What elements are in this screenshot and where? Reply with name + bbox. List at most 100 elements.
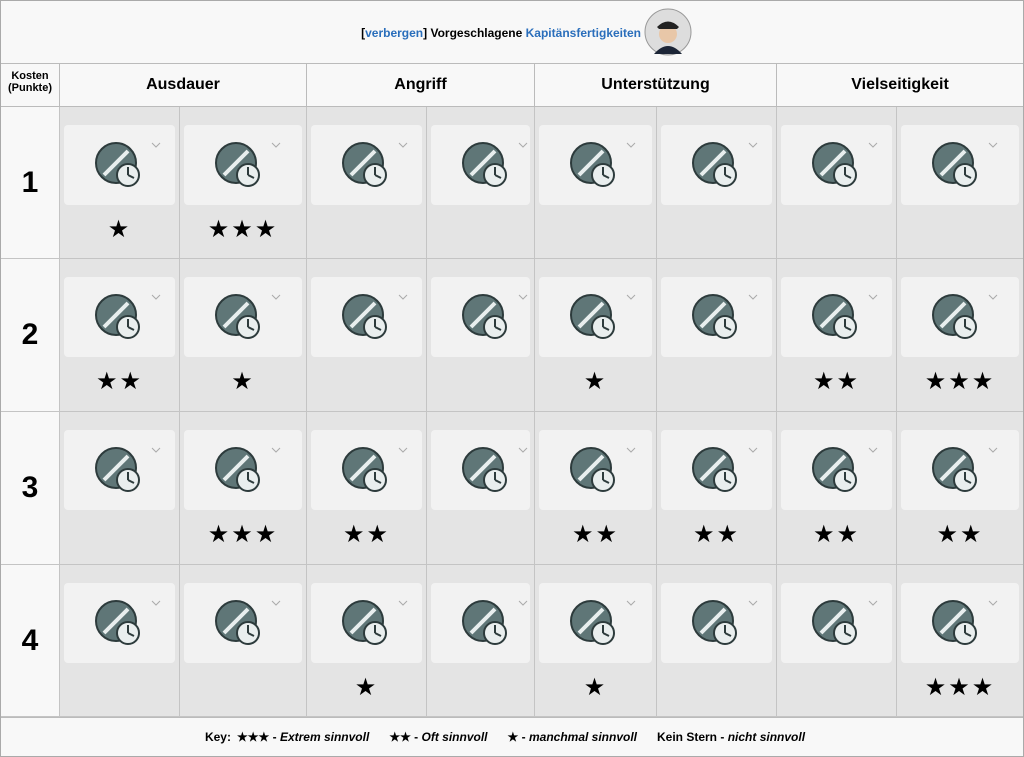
- skill-cell: ★★: [59, 259, 179, 412]
- skill-icon[interactable]: [431, 583, 530, 663]
- key-item: ★ - manchmal sinnvoll: [508, 730, 637, 744]
- skill-cell: ★: [59, 107, 179, 259]
- skill-card: [901, 277, 1019, 357]
- skill-cell: [59, 412, 179, 565]
- skill-cell: ★★★: [896, 259, 1023, 412]
- rating-stars: ★: [583, 368, 608, 395]
- key-symbol: ★: [507, 730, 519, 744]
- skill-card: [781, 277, 892, 357]
- skill-icon[interactable]: [311, 125, 422, 205]
- skill-card: [431, 430, 530, 510]
- key-symbol: ★★★: [236, 730, 270, 744]
- skill-icon[interactable]: [539, 430, 652, 510]
- skill-cell: [306, 107, 426, 259]
- skill-card: [539, 430, 652, 510]
- skill-icon[interactable]: [184, 583, 302, 663]
- rating-stars: ★★★: [924, 674, 996, 701]
- skill-icon[interactable]: [539, 277, 652, 357]
- skill-cell: [59, 565, 179, 717]
- skill-icon[interactable]: [661, 430, 772, 510]
- skill-icon[interactable]: [661, 583, 772, 663]
- key-item: ★★★ - Extrem sinnvoll: [237, 730, 369, 744]
- toggle-link[interactable]: verbergen: [365, 25, 424, 40]
- rating-stars: ★★★: [207, 216, 279, 243]
- skill-icon[interactable]: [539, 583, 652, 663]
- skill-cell: [179, 565, 306, 717]
- cost-header: Kosten (Punkte): [1, 64, 59, 107]
- skill-icon[interactable]: [311, 277, 422, 357]
- skill-card: [901, 125, 1019, 205]
- skill-cell: [656, 259, 776, 412]
- skill-card: [64, 277, 175, 357]
- skill-icon[interactable]: [311, 583, 422, 663]
- skill-cell: [426, 107, 534, 259]
- skill-cell: ★★: [896, 412, 1023, 565]
- skill-icon[interactable]: [311, 430, 422, 510]
- skill-card: [901, 583, 1019, 663]
- skill-cell: ★★: [776, 259, 896, 412]
- skill-icon[interactable]: [64, 277, 175, 357]
- cost: 3: [1, 412, 59, 565]
- skill-icon[interactable]: [781, 277, 892, 357]
- skill-icon[interactable]: [64, 125, 175, 205]
- skill-card: [781, 125, 892, 205]
- skill-icon[interactable]: [661, 277, 772, 357]
- rating-stars: ★★: [95, 368, 144, 395]
- skill-cell: [776, 107, 896, 259]
- skill-icon[interactable]: [901, 583, 1019, 663]
- cost: 2: [1, 259, 59, 412]
- avatar: [644, 8, 692, 56]
- skill-icon[interactable]: [661, 125, 772, 205]
- skill-icon[interactable]: [64, 430, 175, 510]
- rating-stars: ★★: [571, 521, 620, 548]
- key-label: Key:: [204, 730, 231, 744]
- skill-card: [661, 583, 772, 663]
- skill-cell: ★★★: [179, 107, 306, 259]
- rating-stars: ★: [107, 216, 132, 243]
- group-header: Angriff: [306, 64, 534, 107]
- skill-icon[interactable]: [901, 430, 1019, 510]
- bracket: [: [361, 25, 366, 40]
- key-text: Extrem sinnvoll: [279, 730, 370, 744]
- skill-icon[interactable]: [539, 125, 652, 205]
- key: Key: ★★★ - Extrem sinnvoll ★★ - Oft sinnvo…: [1, 717, 1023, 756]
- skill-card: [184, 277, 302, 357]
- header-text: [verbergen] Vorgeschlagene Kapitänsferti…: [1, 1, 641, 64]
- key-symbol: ★★: [389, 730, 411, 744]
- skills-link[interactable]: Kapitänsfertigkeiten: [525, 25, 641, 40]
- skill-icon[interactable]: [781, 583, 892, 663]
- skill-icon[interactable]: [901, 125, 1019, 205]
- header: [verbergen] Vorgeschlagene Kapitänsferti…: [1, 1, 1023, 64]
- skill-icon[interactable]: [431, 277, 530, 357]
- skill-card: [184, 125, 302, 205]
- skill-icon[interactable]: [781, 125, 892, 205]
- skill-icon[interactable]: [431, 430, 530, 510]
- skill-icon[interactable]: [184, 125, 302, 205]
- skill-cell: [426, 412, 534, 565]
- skill-icon[interactable]: [184, 430, 302, 510]
- skill-icon[interactable]: [901, 277, 1019, 357]
- group-header: Unterstützung: [534, 64, 776, 107]
- rating-stars: ★★: [936, 521, 984, 548]
- cost-header-line: Kosten: [11, 70, 49, 82]
- skill-icon[interactable]: [64, 583, 175, 663]
- skill-card: [431, 583, 530, 663]
- key-text: nicht sinnvoll: [727, 730, 806, 744]
- rating-stars: ★: [231, 368, 255, 395]
- skill-icon[interactable]: [781, 430, 892, 510]
- skill-cell: [656, 107, 776, 259]
- skill-icon[interactable]: [184, 277, 302, 357]
- rating-stars: ★★: [342, 521, 391, 548]
- skill-cell: [656, 565, 776, 717]
- skill-cell: [426, 259, 534, 412]
- key-text: Oft sinnvoll: [421, 730, 488, 744]
- key-symbol: Kein Stern: [657, 730, 718, 744]
- key-item: Kein Stern - nicht sinnvoll: [657, 730, 805, 744]
- skill-card: [539, 125, 652, 205]
- skill-card: [64, 430, 175, 510]
- key-text: manchmal sinnvoll: [528, 730, 637, 744]
- skill-card: [311, 583, 422, 663]
- rating-stars: ★★★: [924, 368, 996, 395]
- skill-cell: [426, 565, 534, 717]
- skill-icon[interactable]: [431, 125, 530, 205]
